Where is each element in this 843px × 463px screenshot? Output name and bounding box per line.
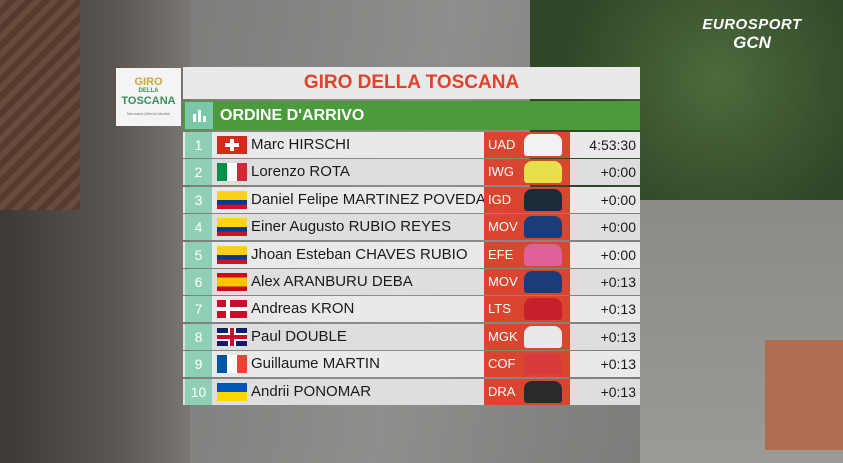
finish-time: +0:13 <box>600 356 636 373</box>
position: 10 <box>185 378 212 405</box>
result-row: 9 Guillaume MARTIN COF +0:13 <box>183 351 640 378</box>
position: 8 <box>185 323 212 350</box>
flag <box>217 382 247 401</box>
team-cell: IGD <box>484 186 570 213</box>
subtitle: ORDINE D'ARRIVO <box>220 107 365 124</box>
broadcaster-name: EUROSPORT <box>702 16 802 33</box>
result-row: 3 Daniel Felipe MARTINEZ POVEDA IGD +0:00 <box>183 186 640 213</box>
team-cell: MOV <box>484 269 570 295</box>
flag <box>217 273 247 291</box>
result-row: 7 Andreas KRON LTS +0:13 <box>183 296 640 323</box>
roof <box>0 0 80 210</box>
flag <box>217 136 247 154</box>
finish-time: +0:00 <box>600 191 636 208</box>
team-code: IGD <box>488 191 512 207</box>
team-code: MOV <box>488 219 518 235</box>
broadcaster-logo: EUROSPORT GCN <box>692 16 812 53</box>
position: 4 <box>185 214 212 241</box>
finish-time: +0:13 <box>600 274 636 290</box>
jersey <box>524 325 562 348</box>
standings-icon <box>185 102 213 129</box>
team-code: MOV <box>488 274 518 289</box>
rider-name: Paul DOUBLE <box>251 327 347 345</box>
finish-time: +0:13 <box>600 301 636 318</box>
subtitle-bar <box>183 101 640 130</box>
race-logo: GIRO DELLA TOSCANA Memorial Alfredo Mart… <box>116 68 181 126</box>
title: GIRO DELLA TOSCANA <box>183 67 640 99</box>
result-row: 5 Jhoan Esteban CHAVES RUBIO EFE +0:00 <box>183 241 640 268</box>
flag <box>217 218 247 237</box>
channel-name: GCN <box>733 33 771 52</box>
rider-name: Andrii PONOMAR <box>251 382 372 400</box>
team-code: MGK <box>488 328 518 344</box>
position: 9 <box>185 351 212 378</box>
rider-name: Einer Augusto RUBIO REYES <box>251 218 452 236</box>
team-cell: MGK <box>484 323 570 350</box>
rider-name: Marc HIRSCHI <box>251 136 351 153</box>
team-code: LTS <box>488 301 511 317</box>
result-row: 1 Marc HIRSCHI UAD 4:53:30 <box>183 132 640 158</box>
jersey <box>524 271 562 293</box>
jersey <box>524 134 562 156</box>
jersey <box>524 216 562 239</box>
jersey <box>524 243 562 266</box>
rider-name: Guillaume MARTIN <box>251 355 380 373</box>
team-code: DRA <box>488 383 516 399</box>
result-row: 2 Lorenzo ROTA IWG +0:00 <box>183 159 640 186</box>
flag <box>217 245 247 264</box>
team-cell: DRA <box>484 378 570 405</box>
planter <box>765 340 843 450</box>
result-row: 4 Einer Augusto RUBIO REYES MOV +0:00 <box>183 214 640 241</box>
team-cell: UAD <box>484 132 570 158</box>
result-row: 8 Paul DOUBLE MGK +0:13 <box>183 323 640 350</box>
result-row: 6 Alex ARANBURU DEBA MOV +0:13 <box>183 269 640 295</box>
rider-name: Lorenzo ROTA <box>251 163 350 181</box>
logo-line: TOSCANA <box>121 95 176 107</box>
logo-line: DELLA <box>138 88 159 94</box>
team-cell: EFE <box>484 241 570 268</box>
team-cell: IWG <box>484 159 570 186</box>
finish-time: +0:00 <box>600 164 636 181</box>
finish-time: 4:53:30 <box>589 137 636 153</box>
logo-line: Memorial Alfredo Martini <box>126 111 171 116</box>
flag <box>217 163 247 182</box>
rider-name: Alex ARANBURU DEBA <box>251 273 413 290</box>
finish-time: +0:00 <box>600 246 636 263</box>
finish-time: +0:13 <box>600 383 636 400</box>
logo-line: GIRO <box>134 76 163 88</box>
icon <box>193 110 206 122</box>
position: 3 <box>185 186 212 213</box>
flag <box>217 355 247 374</box>
team-code: IWG <box>488 164 514 180</box>
rider-name: Daniel Felipe MARTINEZ POVEDA <box>251 190 486 208</box>
result-row: 10 Andrii PONOMAR DRA +0:13 <box>183 378 640 405</box>
flag <box>217 327 247 346</box>
team-cell: COF <box>484 351 570 378</box>
rider-name: Jhoan Esteban CHAVES RUBIO <box>251 245 468 263</box>
position: 5 <box>185 241 212 268</box>
position: 7 <box>185 296 212 323</box>
position: 6 <box>185 269 212 295</box>
jersey <box>524 188 562 211</box>
position: 1 <box>185 132 212 158</box>
jersey <box>524 353 562 376</box>
team-cell: LTS <box>484 296 570 323</box>
team-cell: MOV <box>484 214 570 241</box>
team-code: COF <box>488 356 516 372</box>
rider-name: Andreas KRON <box>251 300 355 318</box>
position: 2 <box>185 159 212 186</box>
team-code: UAD <box>488 137 516 152</box>
flag <box>217 190 247 209</box>
jersey <box>524 380 562 403</box>
jersey <box>524 298 562 321</box>
team-code: EFE <box>488 246 514 262</box>
jersey <box>524 161 562 184</box>
finish-time: +0:00 <box>600 219 636 236</box>
flag <box>217 300 247 319</box>
finish-time: +0:13 <box>600 328 636 345</box>
